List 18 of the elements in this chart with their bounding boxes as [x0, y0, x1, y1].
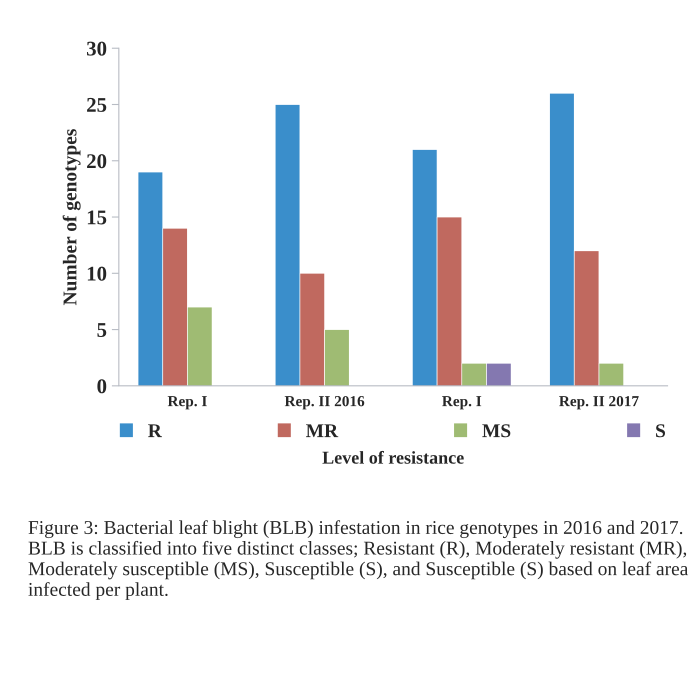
y-tick-label: 15 — [88, 210, 106, 224]
y-tick-label: 10 — [88, 266, 106, 281]
y-tick-label: 20 — [87, 154, 106, 168]
y-tick-label: 25 — [87, 98, 106, 112]
x-axis-title: Level of resistance — [322, 450, 464, 464]
y-tick-label: 5 — [97, 323, 106, 338]
y-axis-title: Number of genotypes — [62, 129, 81, 306]
legend-label: MS — [482, 424, 510, 438]
y-tick-label: 30 — [86, 42, 106, 56]
legend-label: MR — [306, 424, 338, 438]
x-tick-label: Rep. I — [168, 396, 207, 410]
y-tick-label: 0 — [97, 379, 106, 394]
x-tick-label: Rep. II 2016 — [284, 396, 364, 410]
legend-label: R — [148, 424, 162, 438]
legend-label: S — [656, 424, 666, 438]
x-tick-label: Rep. I — [442, 396, 482, 410]
caption: Figure 3: Bacterial leaf blight (BLB) infestation in rice genotypes in 2016 and 2017. BLB is classified into five distinct classes; Resistant (R), Moderately resistant (MR), Moderately susceptible (MS), Susceptible (S), and Susceptible (S) based on leaf area infected per plant. — [28, 520, 688, 600]
x-tick-label: Rep. II 2017 — [559, 396, 639, 410]
